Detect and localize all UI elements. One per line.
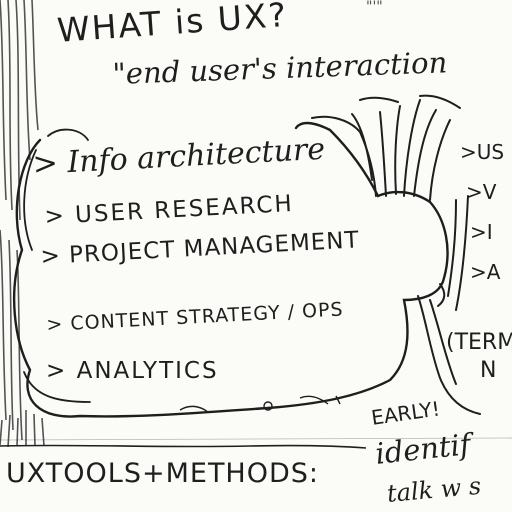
right-item-4: >A xyxy=(470,260,501,284)
thought-cloud-outline xyxy=(12,121,449,418)
cloud-item-analytics: > ANALYTICS xyxy=(46,358,219,384)
tools-methods-label: UXTOOLS+METHODS: xyxy=(6,458,320,489)
right-item-2: >V xyxy=(466,180,497,204)
tree-branches xyxy=(311,94,469,311)
section-divider xyxy=(0,444,367,449)
left-trunk-hatching xyxy=(0,0,45,448)
right-item-3: >I xyxy=(470,220,493,244)
heading-fragment: "'" xyxy=(366,0,383,15)
right-note-line-1: (TERM xyxy=(446,330,512,355)
thought-cloud-inner-line xyxy=(23,128,91,403)
bottom-hatching xyxy=(0,437,512,441)
cloud-scribbles xyxy=(179,395,341,413)
right-item-1: >US xyxy=(460,140,505,164)
right-note-line-2: N xyxy=(480,358,497,383)
right-trunk xyxy=(417,283,481,415)
